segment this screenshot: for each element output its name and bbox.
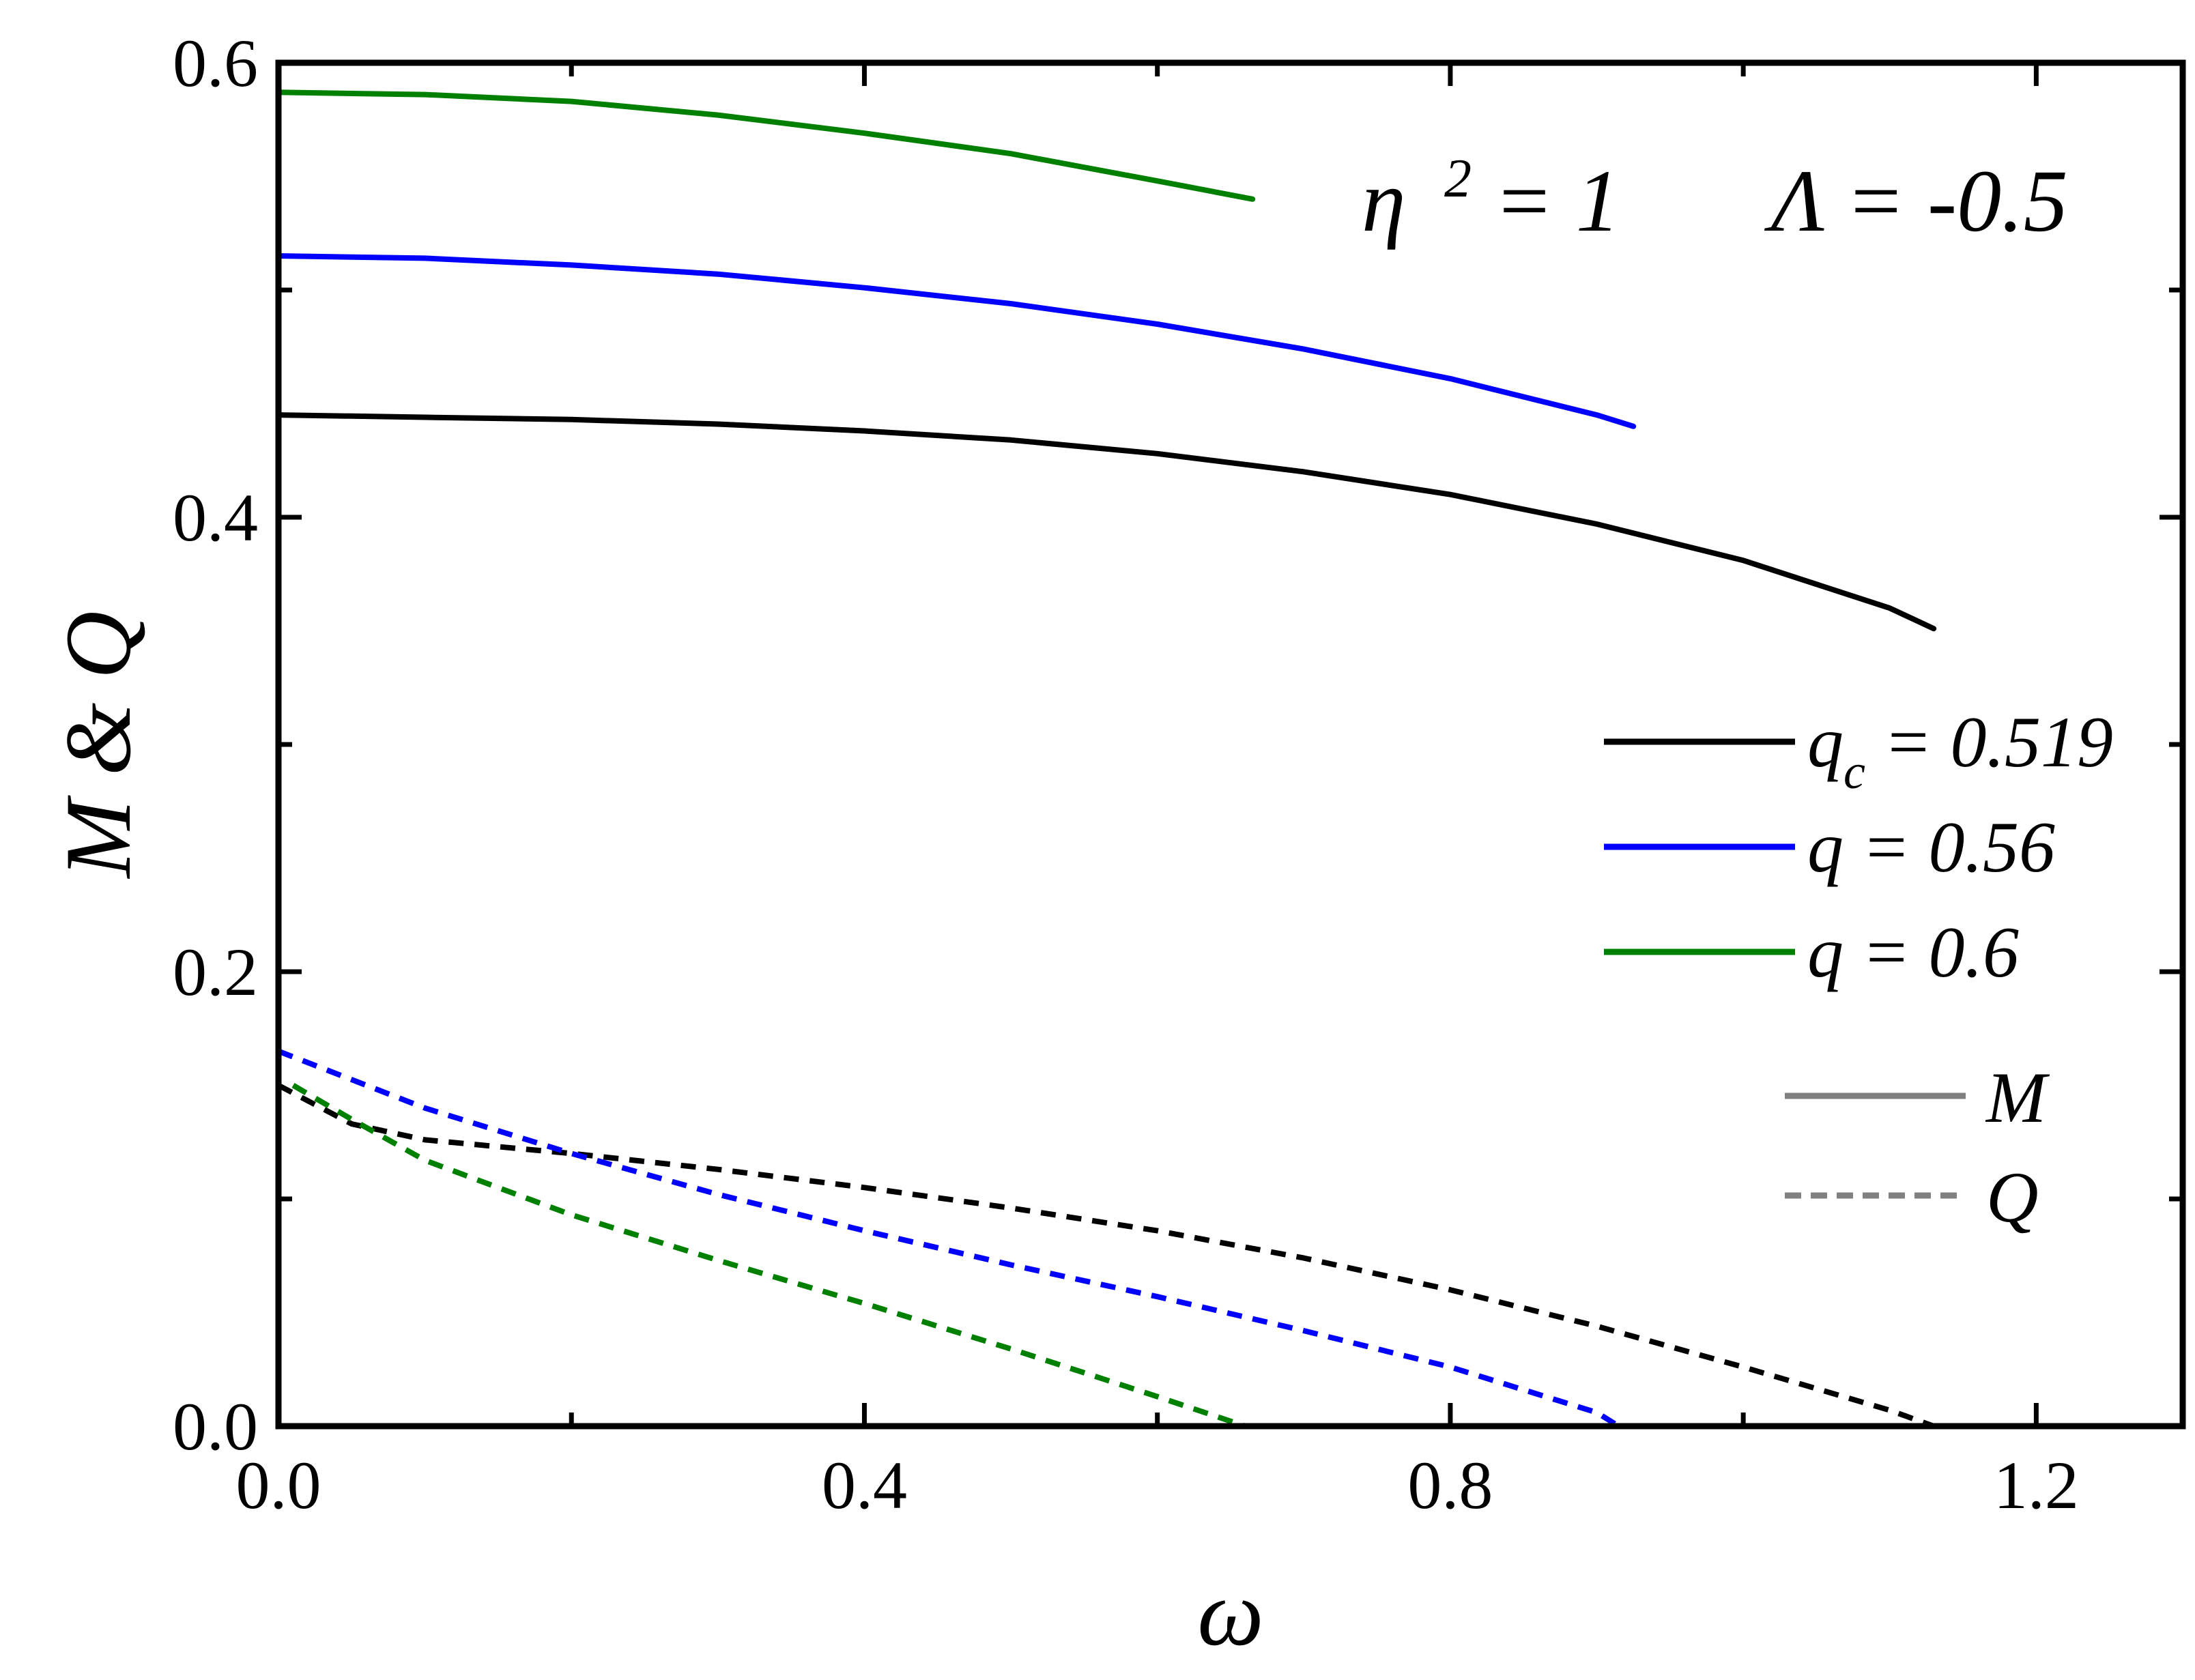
series-qc-m-line xyxy=(276,412,1937,632)
legend-label-base: q xyxy=(1807,912,1843,992)
y-axis-title: M & Q xyxy=(46,611,150,880)
legend-style-label-q: Q xyxy=(1986,1157,2039,1237)
axis-ticks: 0.0 0.4 0.8 1.2 0.0 0.2 0.4 0.6 xyxy=(173,25,2183,1523)
annotations: η 2 = 1 Λ = -0.5 xyxy=(1362,118,2068,250)
x-tick-label: 0.4 xyxy=(822,1447,907,1523)
legend-label-sub: c xyxy=(1843,744,1865,799)
x-tick-label: 0.8 xyxy=(1407,1447,1493,1523)
series-q06-q-line xyxy=(291,1083,1246,1429)
legend-label-q06: q = 0.6 xyxy=(1807,912,2019,992)
plot-area xyxy=(276,89,1937,1429)
annotation-lambda: Λ = -0.5 xyxy=(1764,152,2068,250)
series-q056-q-line xyxy=(277,1048,1620,1429)
legend-label-rest: = 0.519 xyxy=(1865,702,2113,782)
x-tick-label: 1.2 xyxy=(1994,1447,2079,1523)
legend-label-qc: qc = 0.519 xyxy=(1807,702,2113,799)
annotation-eta-sup: 2 xyxy=(1444,149,1472,209)
x-tick-label: 0.0 xyxy=(236,1447,321,1523)
legend-label-base: q xyxy=(1807,702,1843,782)
legend-style-label-m: M xyxy=(1985,1058,2050,1138)
legend-label-base: q xyxy=(1807,807,1843,887)
annotation-eta-rest: = 1 xyxy=(1494,152,1620,250)
annotation-eta-base: η xyxy=(1362,152,1406,250)
y-tick-label: 0.2 xyxy=(173,934,258,1010)
y-tick-label: 0.6 xyxy=(173,25,258,101)
x-axis-title: ω xyxy=(1197,1561,1263,1665)
series-q056-m-line xyxy=(276,253,1637,429)
y-tick-label: 0.4 xyxy=(173,480,258,555)
y-tick-label: 0.0 xyxy=(173,1389,258,1464)
series-q06-m-line xyxy=(276,89,1256,202)
legend-label-rest: = 0.56 xyxy=(1843,807,2055,887)
annotation-eta: η 2 = 1 xyxy=(1362,118,1620,250)
series-qc-q-line xyxy=(277,1082,1935,1429)
legend-label-rest: = 0.6 xyxy=(1843,912,2019,992)
legend-label-q056: q = 0.56 xyxy=(1807,807,2055,887)
